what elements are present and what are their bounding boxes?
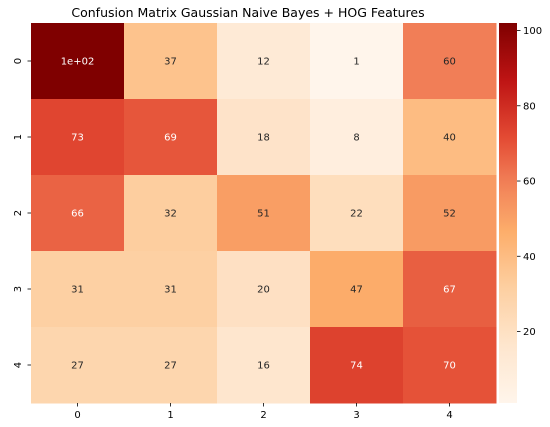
heatmap-cell-1-0 bbox=[31, 99, 125, 176]
heatmap-cell-4-3 bbox=[310, 327, 404, 404]
cell-label-4-1: 27 bbox=[164, 361, 177, 372]
cell-label-3-3: 47 bbox=[350, 285, 363, 296]
x-tick-label-0: 0 bbox=[74, 410, 80, 421]
heatmap-cell-1-1 bbox=[124, 99, 218, 176]
heatmap-cell-1-3 bbox=[310, 99, 404, 176]
heatmap-cell-3-1 bbox=[124, 251, 218, 328]
heatmap-cell-4-1 bbox=[124, 327, 218, 404]
heatmap-cells: 1e+02 37 12 1 60 73 69 18 8 40 66 32 51 22 52 31 31 20 47 6… bbox=[31, 23, 497, 404]
heatmap-cell-0-0 bbox=[31, 23, 125, 100]
colorbar-gradient bbox=[499, 23, 517, 403]
heatmap-cell-3-2 bbox=[217, 251, 311, 328]
heatmap-cell-2-3 bbox=[310, 175, 404, 252]
cell-label-1-1: 69 bbox=[164, 133, 177, 144]
cell-label-2-1: 32 bbox=[164, 209, 177, 220]
colorbar-tick-label-2: 60 bbox=[523, 177, 536, 188]
cell-label-3-0: 31 bbox=[71, 285, 84, 296]
colorbar-tick-label-3: 80 bbox=[523, 101, 536, 112]
cell-label-0-1: 37 bbox=[164, 57, 177, 68]
heatmap-cell-0-4 bbox=[403, 23, 497, 100]
heatmap-cell-2-0 bbox=[31, 175, 125, 252]
cell-label-1-2: 18 bbox=[257, 133, 270, 144]
cell-label-3-2: 20 bbox=[257, 285, 270, 296]
y-tick-label-3: 3 bbox=[13, 286, 24, 292]
cell-label-1-4: 40 bbox=[443, 133, 456, 144]
cell-label-0-0: 1e+02 bbox=[61, 57, 95, 68]
heatmap-cell-1-4 bbox=[403, 99, 497, 176]
y-tick-label-1: 1 bbox=[13, 134, 24, 140]
chart-title: Confusion Matrix Gaussian Naive Bayes + … bbox=[71, 5, 424, 20]
cell-label-2-3: 22 bbox=[350, 209, 363, 220]
cell-label-3-1: 31 bbox=[164, 285, 177, 296]
cell-label-0-2: 12 bbox=[257, 57, 270, 68]
heatmap-cell-0-3 bbox=[310, 23, 404, 100]
y-tick-label-0: 0 bbox=[13, 58, 24, 64]
cell-label-4-4: 70 bbox=[443, 361, 456, 372]
cell-label-0-3: 1 bbox=[353, 57, 359, 68]
cell-label-2-4: 52 bbox=[443, 209, 456, 220]
x-tick-label-4: 4 bbox=[446, 410, 452, 421]
cell-label-2-2: 51 bbox=[257, 209, 270, 220]
heatmap-cell-0-2 bbox=[217, 23, 311, 100]
y-axis: 0 1 2 3 4 bbox=[13, 58, 31, 368]
x-axis: 0 1 2 3 4 bbox=[74, 403, 453, 421]
x-tick-label-1: 1 bbox=[167, 410, 173, 421]
cell-label-3-4: 67 bbox=[443, 285, 456, 296]
heatmap-cell-2-2 bbox=[217, 175, 311, 252]
cell-label-4-3: 74 bbox=[350, 361, 363, 372]
heatmap-cell-2-1 bbox=[124, 175, 218, 252]
colorbar-tick-label-4: 100 bbox=[523, 26, 542, 37]
x-tick-label-3: 3 bbox=[353, 410, 359, 421]
cell-label-1-3: 8 bbox=[353, 133, 359, 144]
y-tick-label-2: 2 bbox=[13, 210, 24, 216]
cell-label-0-4: 60 bbox=[443, 57, 456, 68]
cell-label-1-0: 73 bbox=[71, 133, 84, 144]
heatmap-cell-3-3 bbox=[310, 251, 404, 328]
cell-label-4-2: 16 bbox=[257, 361, 270, 372]
cell-label-4-0: 27 bbox=[71, 361, 84, 372]
cell-label-2-0: 66 bbox=[71, 209, 84, 220]
heatmap-cell-4-0 bbox=[31, 327, 125, 404]
heatmap-cell-2-4 bbox=[403, 175, 497, 252]
colorbar-tick-label-1: 40 bbox=[523, 252, 536, 263]
y-tick-label-4: 4 bbox=[13, 362, 24, 368]
heatmap-cell-3-0 bbox=[31, 251, 125, 328]
heatmap-cell-3-4 bbox=[403, 251, 497, 328]
x-tick-label-2: 2 bbox=[260, 410, 266, 421]
colorbar-tick-label-0: 20 bbox=[523, 327, 536, 338]
heatmap-cell-4-2 bbox=[217, 327, 311, 404]
colorbar: 20 40 60 80 100 bbox=[499, 23, 542, 403]
heatmap-cell-1-2 bbox=[217, 99, 311, 176]
heatmap-cell-4-4 bbox=[403, 327, 497, 404]
heatmap-cell-0-1 bbox=[124, 23, 218, 100]
